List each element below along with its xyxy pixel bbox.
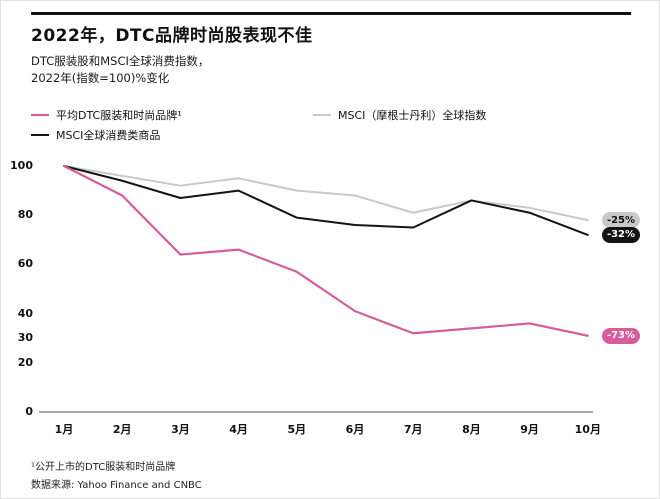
series-line-msci_consumer: [63, 165, 589, 236]
legend-item-msci-global: MSCI（摩根士丹利）全球指数: [313, 107, 486, 123]
legend-item-dtc: 平均DTC服装和时尚品牌¹: [31, 107, 182, 123]
end-label-msci-global: -25%: [602, 212, 640, 229]
x-tick-label: 3月: [171, 423, 190, 436]
legend-swatch-dtc: [31, 114, 49, 116]
end-label-dtc: -73%: [602, 327, 640, 344]
chart-subtitle: DTC服装股和MSCI全球消费指数， 2022年(指数=100)%变化: [31, 53, 209, 87]
legend-label-dtc: 平均DTC服装和时尚品牌¹: [56, 109, 182, 122]
legend-swatch-msci-consumer: [31, 134, 49, 136]
legend-swatch-msci-global: [313, 114, 331, 116]
series-line-dtc: [62, 164, 589, 337]
x-tick-label: 8月: [462, 423, 481, 436]
y-tick-label: 40: [17, 306, 33, 320]
legend-label-msci-global: MSCI（摩根士丹利）全球指数: [338, 109, 487, 122]
legend-item-msci-consumer: MSCI全球消费类商品: [31, 127, 160, 143]
chart-subtitle-line1: DTC服装股和MSCI全球消费指数，: [31, 54, 210, 68]
y-tick-label: 100: [10, 159, 33, 172]
x-tick-label: 9月: [520, 423, 539, 436]
x-tick-label: 10月: [574, 423, 601, 436]
x-tick-label: 2月: [112, 423, 132, 436]
y-tick-label: 0: [25, 405, 33, 418]
y-tick-label: 80: [17, 208, 33, 222]
x-tick-label: 6月: [345, 423, 365, 436]
chart-footnote: ¹公开上市的DTC服装和时尚品牌: [31, 462, 176, 473]
y-tick-label: 60: [17, 257, 33, 271]
x-tick-label: 7月: [403, 423, 423, 436]
x-tick-label: 5月: [287, 423, 307, 436]
y-tick-label: 20: [17, 355, 33, 369]
page-title: 2022年，DTC品牌时尚股表现不佳: [31, 26, 313, 46]
end-label-msci-consumer: -32%: [602, 226, 640, 243]
x-tick-label: 4月: [229, 423, 248, 436]
series-line-msci_global: [63, 165, 589, 222]
chart-subtitle-line2: 2022年(指数=100)%变化: [31, 71, 170, 85]
y-tick-label: 30: [17, 331, 33, 345]
top-rule: [31, 12, 631, 15]
x-tick-label: 1月: [54, 423, 74, 436]
legend-label-msci-consumer: MSCI全球消费类商品: [56, 129, 161, 142]
chart-source: 数据来源: Yahoo Finance and CNBC: [31, 480, 202, 491]
